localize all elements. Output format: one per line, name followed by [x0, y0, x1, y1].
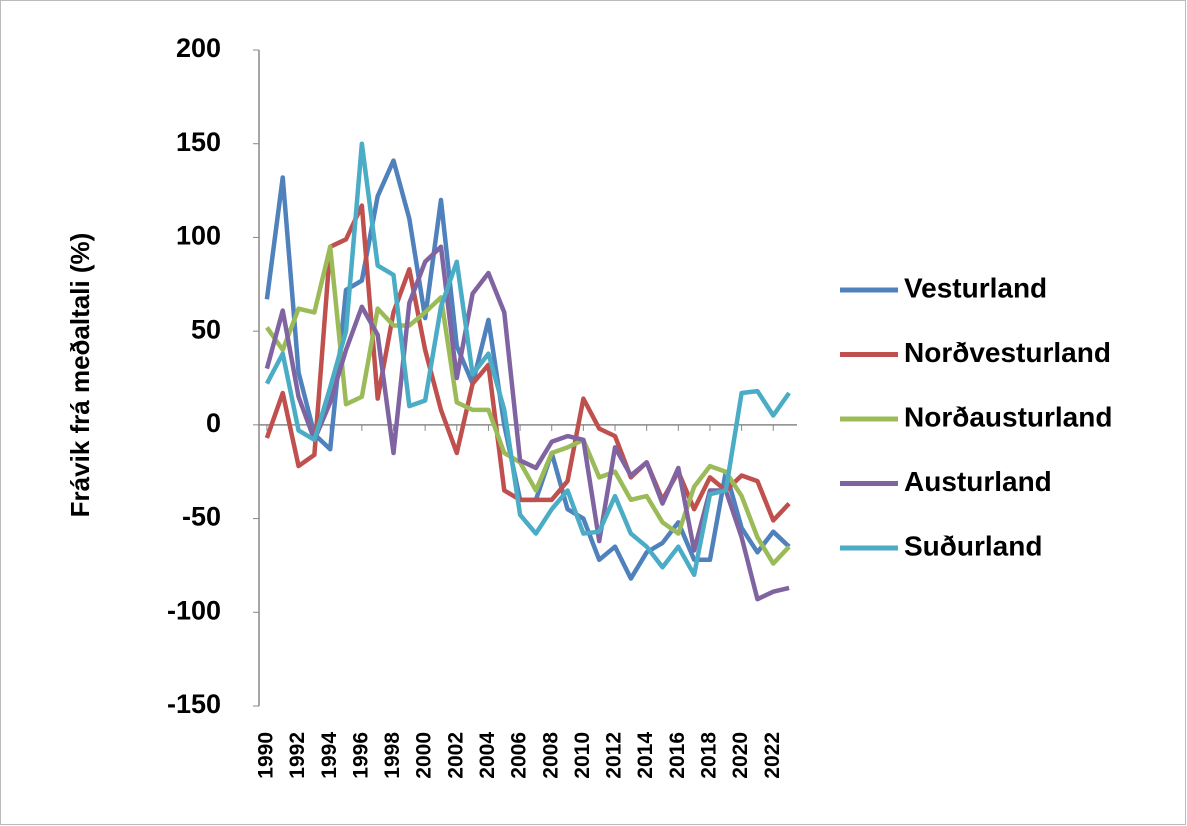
x-tick-label: 2010	[571, 732, 594, 779]
series-line	[264, 244, 790, 602]
legend-label: Norðvesturland	[904, 337, 1111, 368]
x-tick-label: 2016	[666, 732, 689, 779]
y-tick-label: -150	[167, 689, 221, 719]
y-tick-label: 150	[176, 127, 221, 157]
x-tick-label: 2006	[508, 732, 531, 779]
x-tick-label: 1994	[318, 732, 341, 779]
x-tick-label: 2020	[729, 732, 752, 779]
y-tick-label: 200	[176, 33, 221, 63]
x-tick-label: 2014	[634, 732, 657, 779]
legend-label: Suðurland	[904, 530, 1042, 561]
x-tick-label: 2018	[698, 732, 721, 779]
legend-label: Austurland	[904, 466, 1052, 497]
y-tick-label: 50	[191, 314, 221, 344]
x-tick-label: 2004	[476, 732, 499, 779]
x-tick-label: 1996	[349, 732, 372, 779]
y-tick-label: -100	[167, 595, 221, 625]
y-tick-label: 100	[176, 221, 221, 251]
x-tick-label: 2008	[539, 732, 562, 779]
x-tick-label: 1990	[254, 732, 277, 779]
x-tick-label: 2002	[444, 732, 467, 779]
legend-label: Vesturland	[904, 272, 1047, 303]
y-tick-label: -50	[182, 502, 221, 532]
series-line	[264, 141, 791, 578]
x-tick-label: 2012	[603, 732, 626, 779]
series-line	[265, 244, 791, 566]
x-tick-label: 1998	[381, 732, 404, 779]
y-axis-label: Frávik frá meðaltali (%)	[65, 233, 95, 518]
x-tick-label: 2022	[761, 732, 784, 779]
y-tick-label: 0	[206, 408, 221, 438]
x-tick-label: 2000	[413, 732, 436, 779]
x-tick-label: 1992	[286, 732, 309, 779]
legend-label: Norðausturland	[904, 401, 1112, 432]
